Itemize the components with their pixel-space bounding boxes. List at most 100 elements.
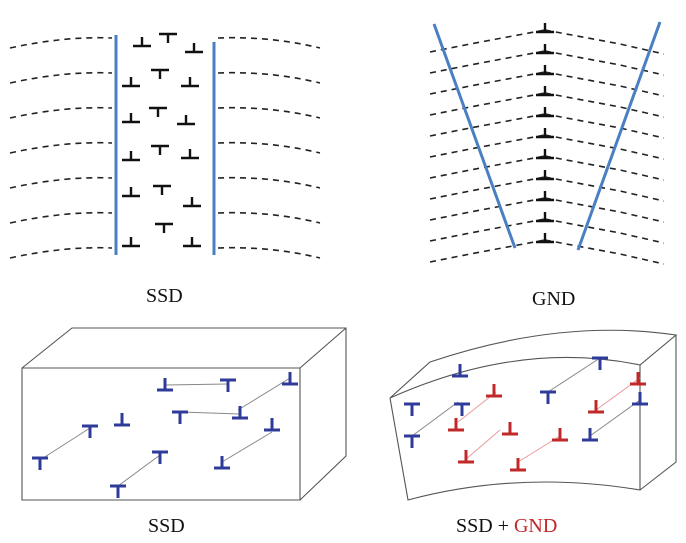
- lattice-plane-right: [217, 176, 321, 189]
- dislocation-down-icon: [149, 106, 167, 117]
- lattice-plane-right: [217, 71, 321, 84]
- lattice-plane-right: [544, 134, 665, 160]
- ssd-2d-panel: [9, 32, 321, 259]
- dislocation-up-icon: [133, 37, 151, 48]
- lattice-plane-left: [429, 113, 546, 137]
- dislocation-line: [221, 431, 273, 463]
- dislocation-up-icon: [630, 372, 646, 386]
- dislocation-up-icon: [181, 77, 199, 88]
- dislocation-line: [179, 411, 241, 415]
- lattice-plane-left: [429, 239, 546, 263]
- dislocation-up-icon: [536, 44, 554, 55]
- lattice-plane-right: [544, 71, 665, 97]
- dislocation-up-icon: [536, 86, 554, 97]
- dislocation-up-icon: [536, 128, 554, 139]
- dislocation-up-icon: [536, 65, 554, 76]
- lattice-plane-left: [9, 211, 113, 224]
- lattice-plane-left: [429, 134, 546, 158]
- lattice-plane-right: [217, 211, 321, 224]
- dislocation-up-icon: [536, 170, 554, 181]
- dislocation-line: [117, 454, 161, 487]
- dislocation-up-icon: [264, 418, 280, 432]
- caption-gnd-2d: GND: [532, 288, 576, 310]
- dislocation-down-icon: [404, 434, 420, 448]
- lattice-plane-left: [429, 71, 546, 95]
- dislocation-up-icon: [536, 212, 554, 223]
- dislocation-line: [547, 357, 601, 393]
- lattice-plane-right: [544, 92, 665, 118]
- lattice-plane-left: [9, 246, 113, 259]
- lattice-plane-left: [9, 71, 113, 84]
- dislocation-line: [164, 383, 229, 386]
- caption-plus: +: [497, 515, 509, 537]
- dislocation-up-icon: [181, 149, 199, 160]
- dislocation-down-icon: [159, 32, 177, 43]
- dislocation-up-icon: [486, 384, 502, 398]
- dislocation-up-icon: [452, 364, 468, 378]
- dislocation-down-icon: [172, 410, 188, 424]
- dislocation-line: [411, 401, 459, 437]
- dislocation-up-icon: [122, 113, 140, 124]
- caption-ssd-part: SSD: [456, 515, 493, 537]
- lattice-plane-left: [9, 141, 113, 154]
- caption-gnd-part: GND: [513, 515, 558, 537]
- dislocation-up-icon: [177, 115, 195, 126]
- lattice-plane-right: [544, 29, 665, 55]
- lattice-plane-left: [429, 50, 546, 74]
- lattice-plane-right: [217, 141, 321, 154]
- dislocation-up-icon: [536, 149, 554, 160]
- gnd-2d-panel: [429, 21, 665, 265]
- lattice-plane-left: [429, 29, 546, 53]
- lattice-plane-left: [429, 92, 546, 116]
- dislocation-down-icon: [151, 68, 169, 79]
- dislocation-up-icon: [214, 456, 230, 470]
- dislocation-up-icon: [502, 422, 518, 436]
- dislocation-up-icon: [232, 406, 248, 420]
- lattice-plane-left: [429, 176, 546, 200]
- dislocation-up-icon: [122, 237, 140, 248]
- lattice-plane-right: [544, 50, 665, 76]
- dislocation-down-icon: [82, 424, 98, 438]
- ssd-3d-panel: [21, 327, 347, 501]
- lattice-plane-left: [9, 106, 113, 119]
- curved-block-sides: [389, 335, 677, 501]
- caption-ssd-3d: SSD: [148, 515, 185, 537]
- grain-boundary-left: [432, 23, 517, 249]
- lattice-plane-right: [544, 218, 665, 244]
- caption-ssd-gnd-3d: SSD + GND: [456, 515, 557, 538]
- grain-boundary-right: [576, 21, 662, 251]
- dislocation-up-icon: [632, 392, 648, 406]
- dislocation-line: [39, 427, 91, 461]
- dislocation-up-icon: [114, 413, 130, 427]
- lattice-plane-right: [544, 176, 665, 202]
- ssd-gnd-3d-panel: [389, 329, 678, 501]
- dislocation-line: [589, 399, 641, 437]
- curved-block-top: [389, 329, 678, 399]
- dislocation-up-icon: [588, 400, 604, 414]
- dislocation-up-icon: [183, 237, 201, 248]
- dislocation-line: [464, 429, 501, 461]
- dislocation-line: [237, 377, 291, 411]
- lattice-plane-right: [544, 239, 665, 265]
- dislocation-down-icon: [110, 484, 126, 498]
- lattice-plane-left: [9, 176, 113, 189]
- dislocation-down-icon: [220, 378, 236, 392]
- lattice-plane-right: [217, 246, 321, 259]
- dislocation-up-icon: [122, 187, 140, 198]
- dislocation-up-icon: [157, 378, 173, 392]
- lattice-plane-right: [544, 113, 665, 139]
- lattice-plane-right: [217, 36, 321, 49]
- dislocation-up-icon: [536, 23, 554, 34]
- dislocation-down-icon: [32, 456, 48, 470]
- dislocation-up-icon: [536, 191, 554, 202]
- dislocation-up-icon: [552, 428, 568, 442]
- dislocation-up-icon: [458, 450, 474, 464]
- lattice-plane-left: [9, 36, 113, 49]
- crystal-block: [21, 327, 347, 501]
- dislocation-down-icon: [151, 144, 169, 155]
- dislocation-down-icon: [152, 450, 168, 464]
- lattice-plane-left: [429, 197, 546, 221]
- dislocation-down-icon: [155, 222, 173, 233]
- lattice-plane-right: [544, 155, 665, 181]
